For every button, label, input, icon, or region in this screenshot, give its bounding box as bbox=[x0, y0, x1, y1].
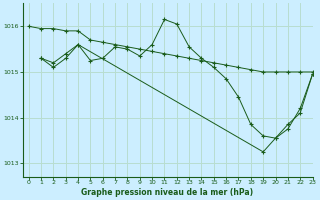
X-axis label: Graphe pression niveau de la mer (hPa): Graphe pression niveau de la mer (hPa) bbox=[82, 188, 254, 197]
